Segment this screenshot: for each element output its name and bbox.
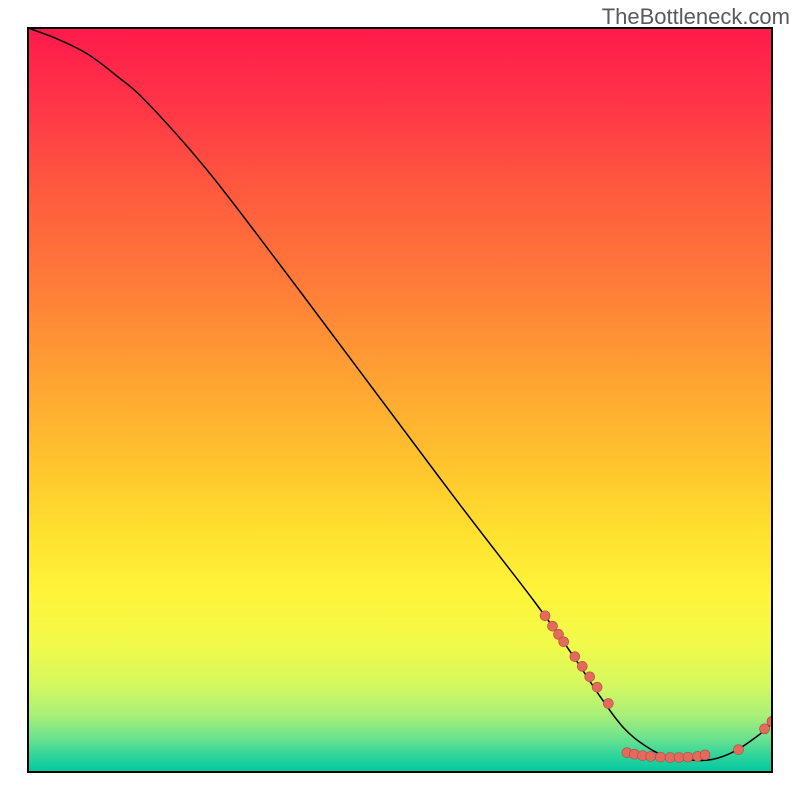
data-marker bbox=[734, 745, 744, 755]
data-marker bbox=[665, 752, 675, 762]
data-marker bbox=[603, 699, 613, 709]
data-marker bbox=[760, 724, 770, 734]
data-marker bbox=[585, 672, 595, 682]
data-marker bbox=[683, 752, 693, 762]
watermark-text: TheBottleneck.com bbox=[602, 4, 790, 30]
data-marker bbox=[700, 750, 710, 760]
data-marker bbox=[559, 637, 569, 647]
data-marker bbox=[592, 682, 602, 692]
data-marker bbox=[655, 752, 665, 762]
data-marker bbox=[674, 752, 684, 762]
data-marker bbox=[577, 661, 587, 671]
bottleneck-chart bbox=[0, 0, 800, 800]
data-marker bbox=[646, 751, 656, 761]
data-marker bbox=[540, 611, 550, 621]
data-marker bbox=[570, 652, 580, 662]
gradient-background bbox=[28, 28, 772, 772]
